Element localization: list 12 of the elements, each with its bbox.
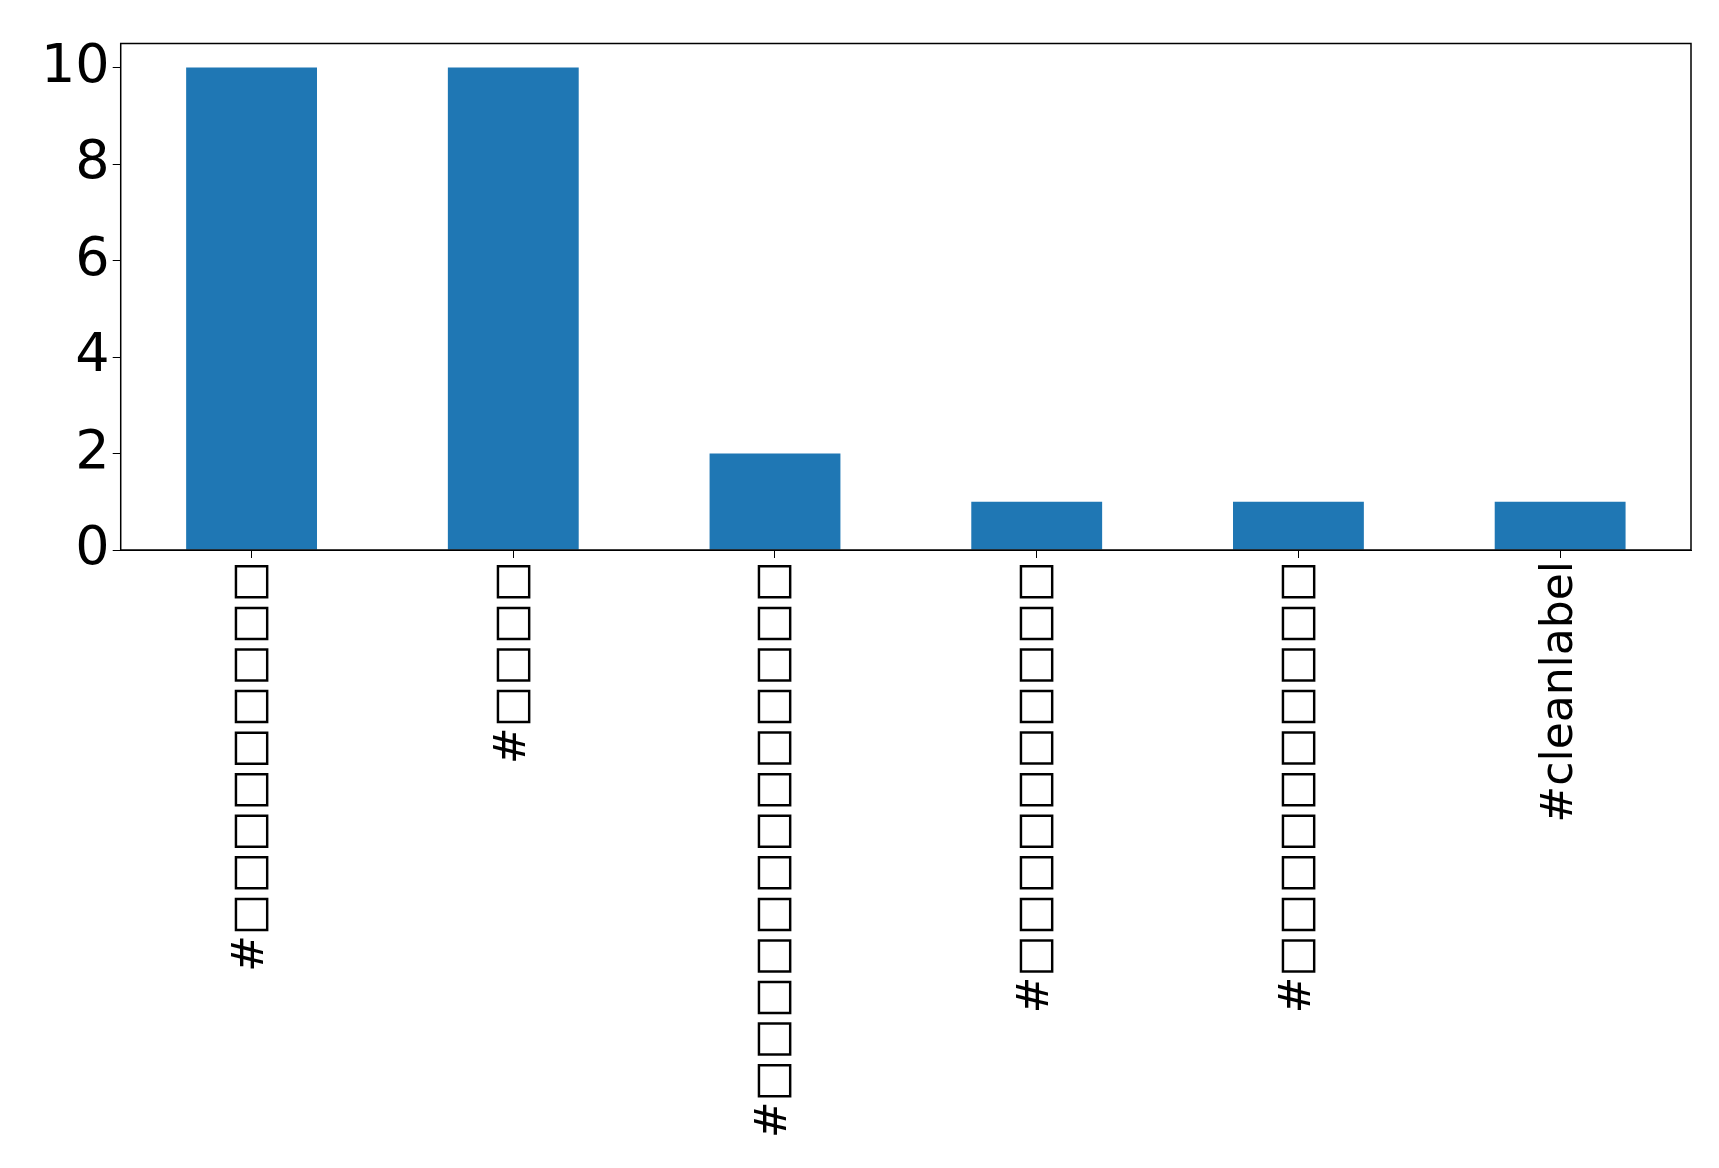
- y-tick-label: 2: [75, 417, 110, 481]
- x-tick-label: #□□□□: [483, 561, 535, 765]
- x-tick-label: #□□□□□□□□□□□□□: [745, 561, 797, 1139]
- y-tick-label: 6: [75, 224, 110, 288]
- y-tick-label: 0: [75, 514, 110, 578]
- y-tick-label: 8: [75, 128, 110, 192]
- x-tick-label: #cleanlabel: [1530, 561, 1582, 823]
- x-tick-label: #□□□□□□□□□□: [1007, 561, 1059, 1014]
- y-tick-label: 10: [40, 31, 110, 95]
- y-tick-label: 4: [75, 321, 110, 385]
- x-tick-label: #□□□□□□□□□□: [1268, 561, 1320, 1014]
- x-tick-label: #□□□□□□□□□: [222, 561, 274, 973]
